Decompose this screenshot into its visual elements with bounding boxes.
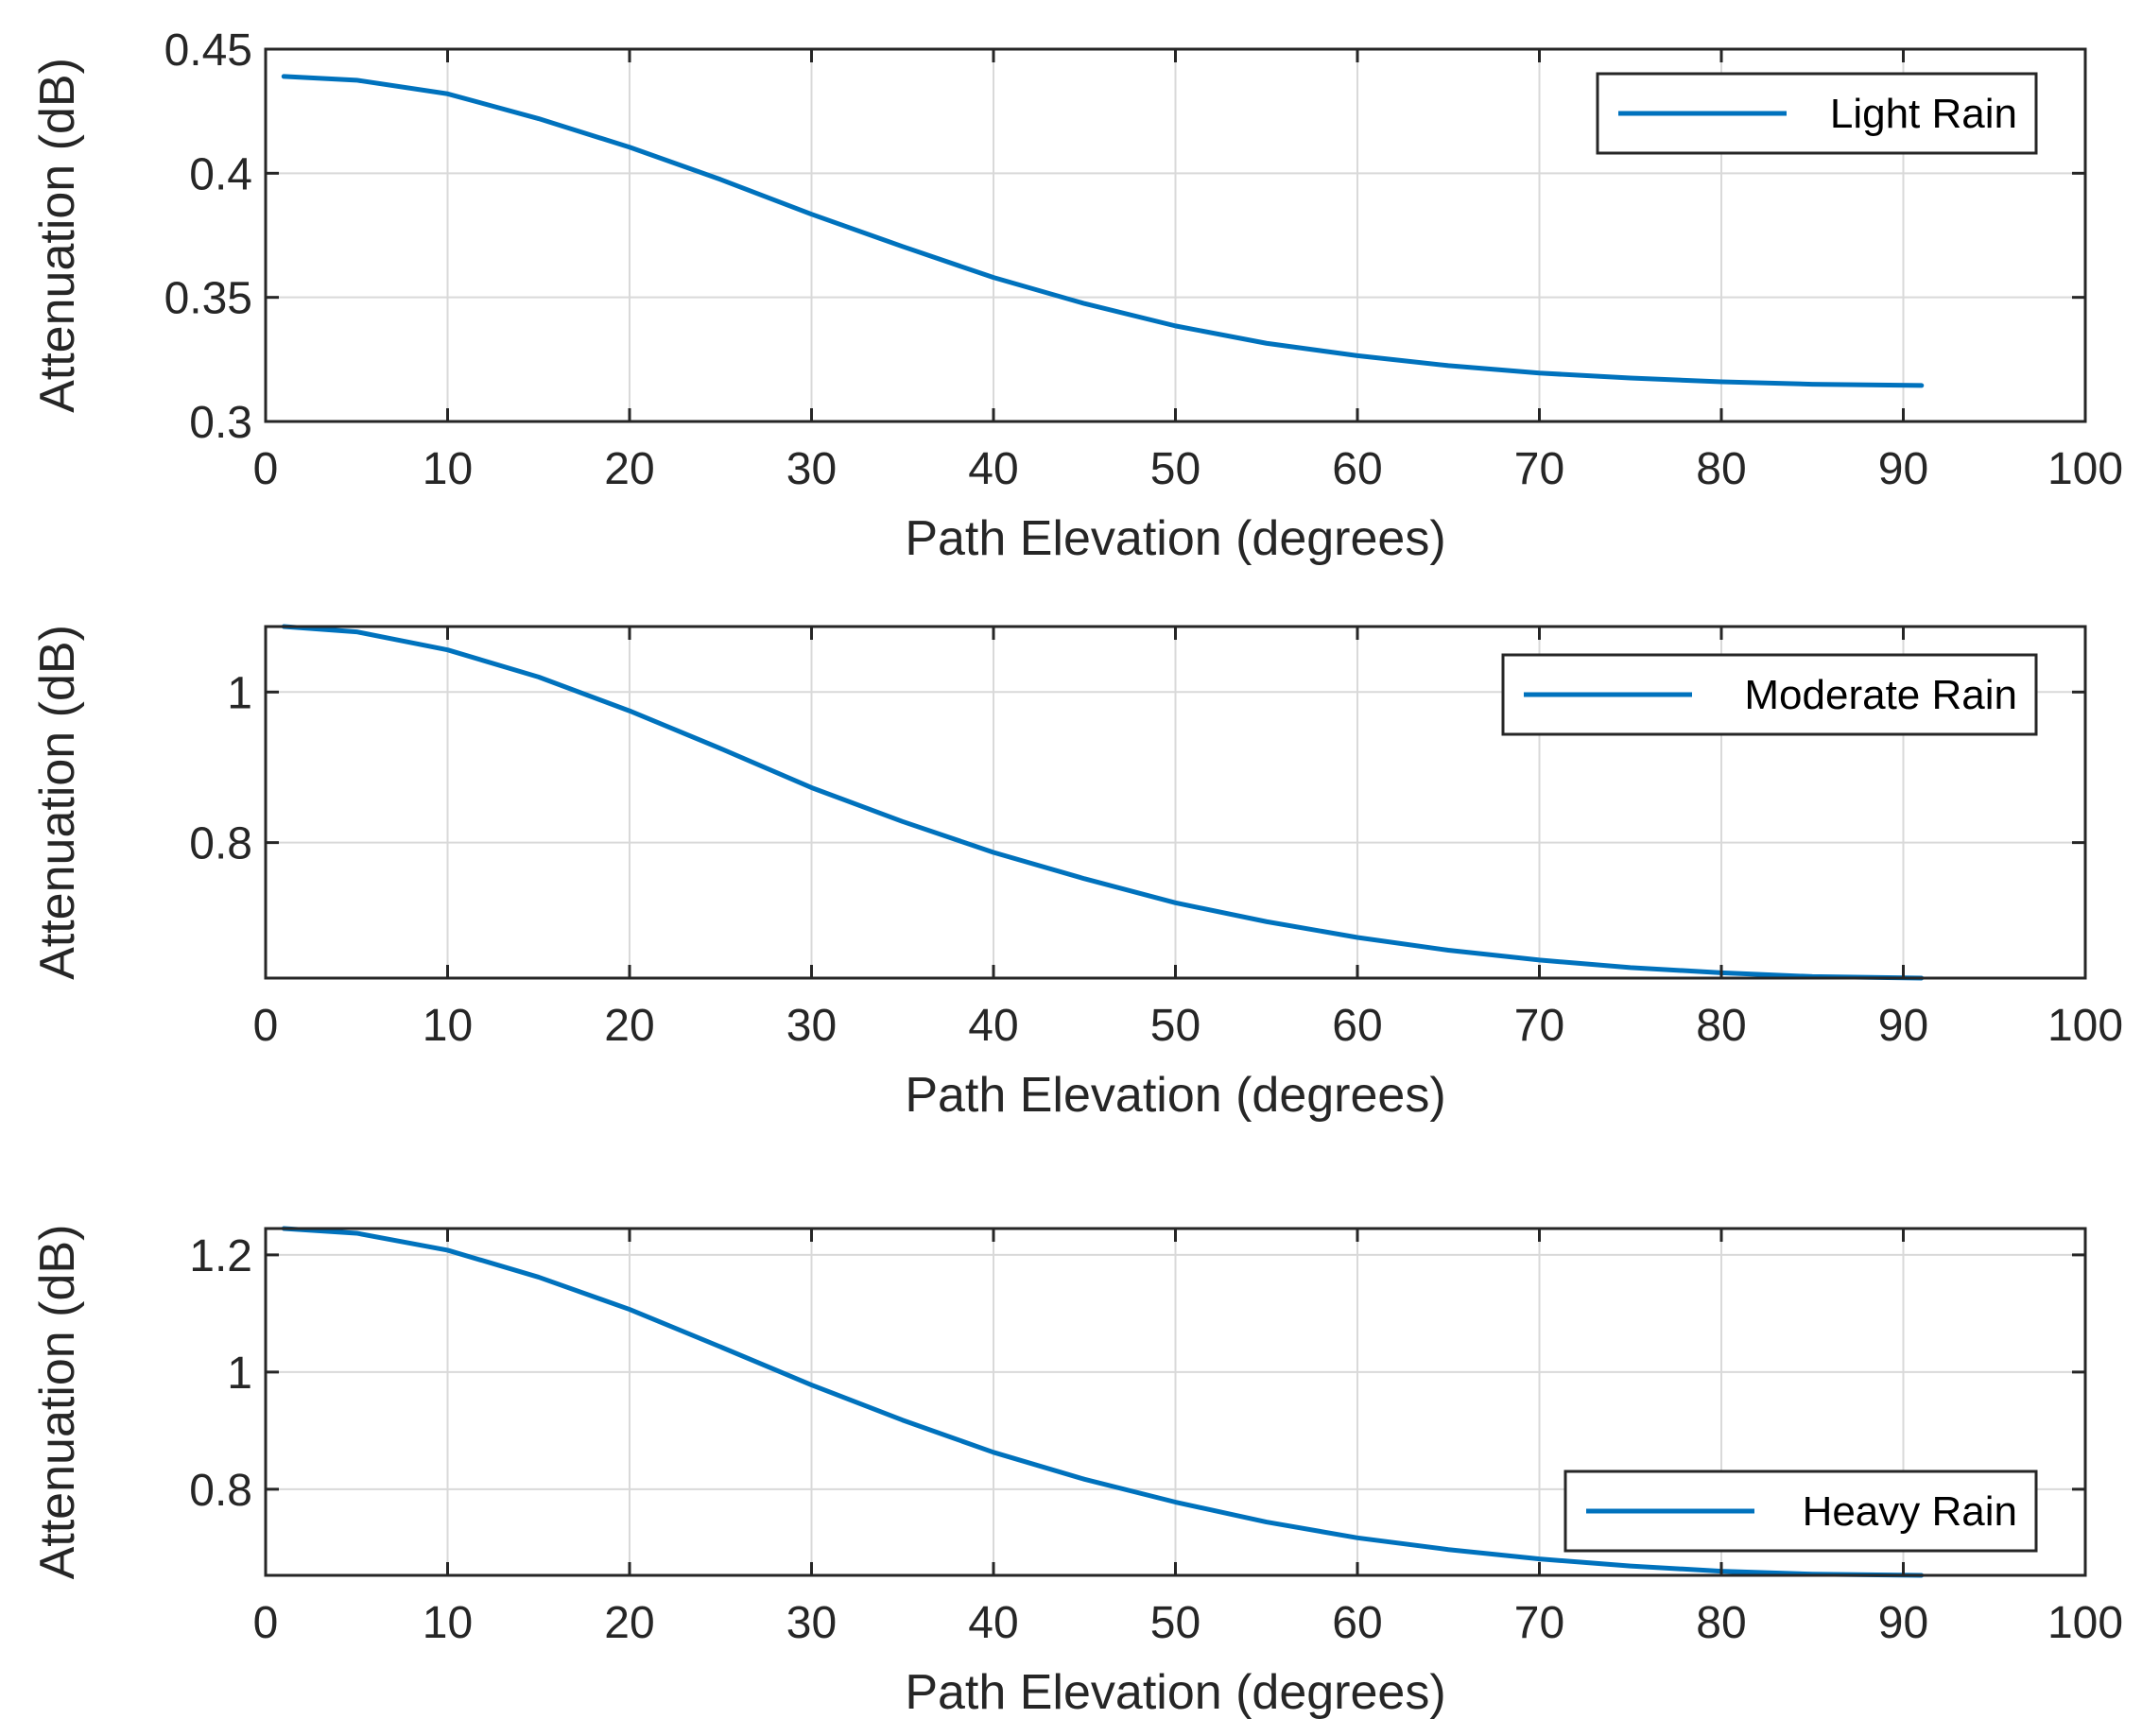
x-tick-label: 40 bbox=[968, 1001, 1018, 1051]
x-tick-label: 10 bbox=[423, 1598, 473, 1648]
y-tick-label: 1 bbox=[227, 1349, 252, 1399]
y-tick-label: 1 bbox=[227, 668, 252, 718]
y-tick-label: 1.2 bbox=[189, 1231, 252, 1281]
x-tick-label: 20 bbox=[604, 1598, 654, 1648]
x-tick-label: 80 bbox=[1696, 444, 1746, 494]
x-tick-label: 60 bbox=[1332, 1598, 1382, 1648]
x-tick-label: 100 bbox=[2047, 1001, 2123, 1051]
x-tick-label: 90 bbox=[1878, 1598, 1928, 1648]
y-tick-label: 0.45 bbox=[164, 26, 252, 76]
x-tick-label: 30 bbox=[786, 1598, 837, 1648]
x-tick-label: 40 bbox=[968, 444, 1018, 494]
x-tick-label: 10 bbox=[423, 444, 473, 494]
x-tick-label: 70 bbox=[1514, 444, 1564, 494]
x-axis-label: Path Elevation (degrees) bbox=[905, 1665, 1445, 1720]
legend: Moderate Rain bbox=[1501, 653, 2038, 736]
x-tick-label: 20 bbox=[604, 1001, 654, 1051]
x-tick-label: 60 bbox=[1332, 444, 1382, 494]
x-tick-label: 90 bbox=[1878, 444, 1928, 494]
legend: Heavy Rain bbox=[1563, 1470, 2038, 1553]
x-tick-label: 50 bbox=[1150, 1001, 1201, 1051]
x-tick-label: 80 bbox=[1696, 1598, 1746, 1648]
x-tick-label: 90 bbox=[1878, 1001, 1928, 1051]
y-tick-label: 0.8 bbox=[189, 819, 252, 869]
legend-label: Heavy Rain bbox=[1803, 1488, 2017, 1535]
x-tick-label: 40 bbox=[968, 1598, 1018, 1648]
x-tick-label: 100 bbox=[2047, 444, 2123, 494]
legend-label: Moderate Rain bbox=[1744, 672, 2017, 718]
x-tick-label: 100 bbox=[2047, 1598, 2123, 1648]
chart-panel-1: 0 10 20 30 40 50 60 70 80 90 100 0.3 0.35 0.4 0.45 Path… bbox=[30, 26, 2123, 566]
x-tick-label: 0 bbox=[253, 1598, 279, 1648]
y-tick-label: 0.8 bbox=[189, 1466, 252, 1516]
y-tick-label: 0.35 bbox=[164, 274, 252, 324]
legend: Light Rain bbox=[1596, 72, 2038, 155]
x-tick-label: 30 bbox=[786, 1001, 837, 1051]
x-tick-label: 80 bbox=[1696, 1001, 1746, 1051]
series-line-moderate-rain bbox=[281, 624, 1925, 981]
y-axis-label: Attenuation (dB) bbox=[30, 1225, 85, 1580]
x-tick-label: 60 bbox=[1332, 1001, 1382, 1051]
y-tick-label: 0.4 bbox=[189, 149, 252, 199]
series-line-heavy-rain bbox=[281, 1226, 1925, 1578]
x-tick-label: 0 bbox=[253, 1001, 279, 1051]
legend-label: Light Rain bbox=[1830, 91, 2017, 137]
x-tick-label: 70 bbox=[1514, 1001, 1564, 1051]
x-axis-label: Path Elevation (degrees) bbox=[905, 1068, 1445, 1123]
x-tick-label: 50 bbox=[1150, 444, 1201, 494]
chart-panel-2: 0 10 20 30 40 50 60 70 80 90 100 0.8 1 Path Elevation… bbox=[30, 624, 2123, 1123]
series-line-light-rain bbox=[281, 74, 1925, 388]
chart-panel-3: 0 10 20 30 40 50 60 70 80 90 100 0.8 1 1.2 Path Elevat… bbox=[30, 1225, 2123, 1720]
legend-box bbox=[1501, 653, 2038, 736]
x-tick-label: 10 bbox=[423, 1001, 473, 1051]
y-axis-label: Attenuation (dB) bbox=[30, 625, 85, 980]
x-tick-label: 70 bbox=[1514, 1598, 1564, 1648]
y-axis-label: Attenuation (dB) bbox=[30, 58, 85, 413]
y-tick-label: 0.3 bbox=[189, 398, 252, 448]
x-tick-label: 20 bbox=[604, 444, 654, 494]
x-axis-label: Path Elevation (degrees) bbox=[905, 511, 1445, 566]
x-tick-label: 0 bbox=[253, 444, 279, 494]
x-tick-label: 50 bbox=[1150, 1598, 1201, 1648]
x-tick-label: 30 bbox=[786, 444, 837, 494]
